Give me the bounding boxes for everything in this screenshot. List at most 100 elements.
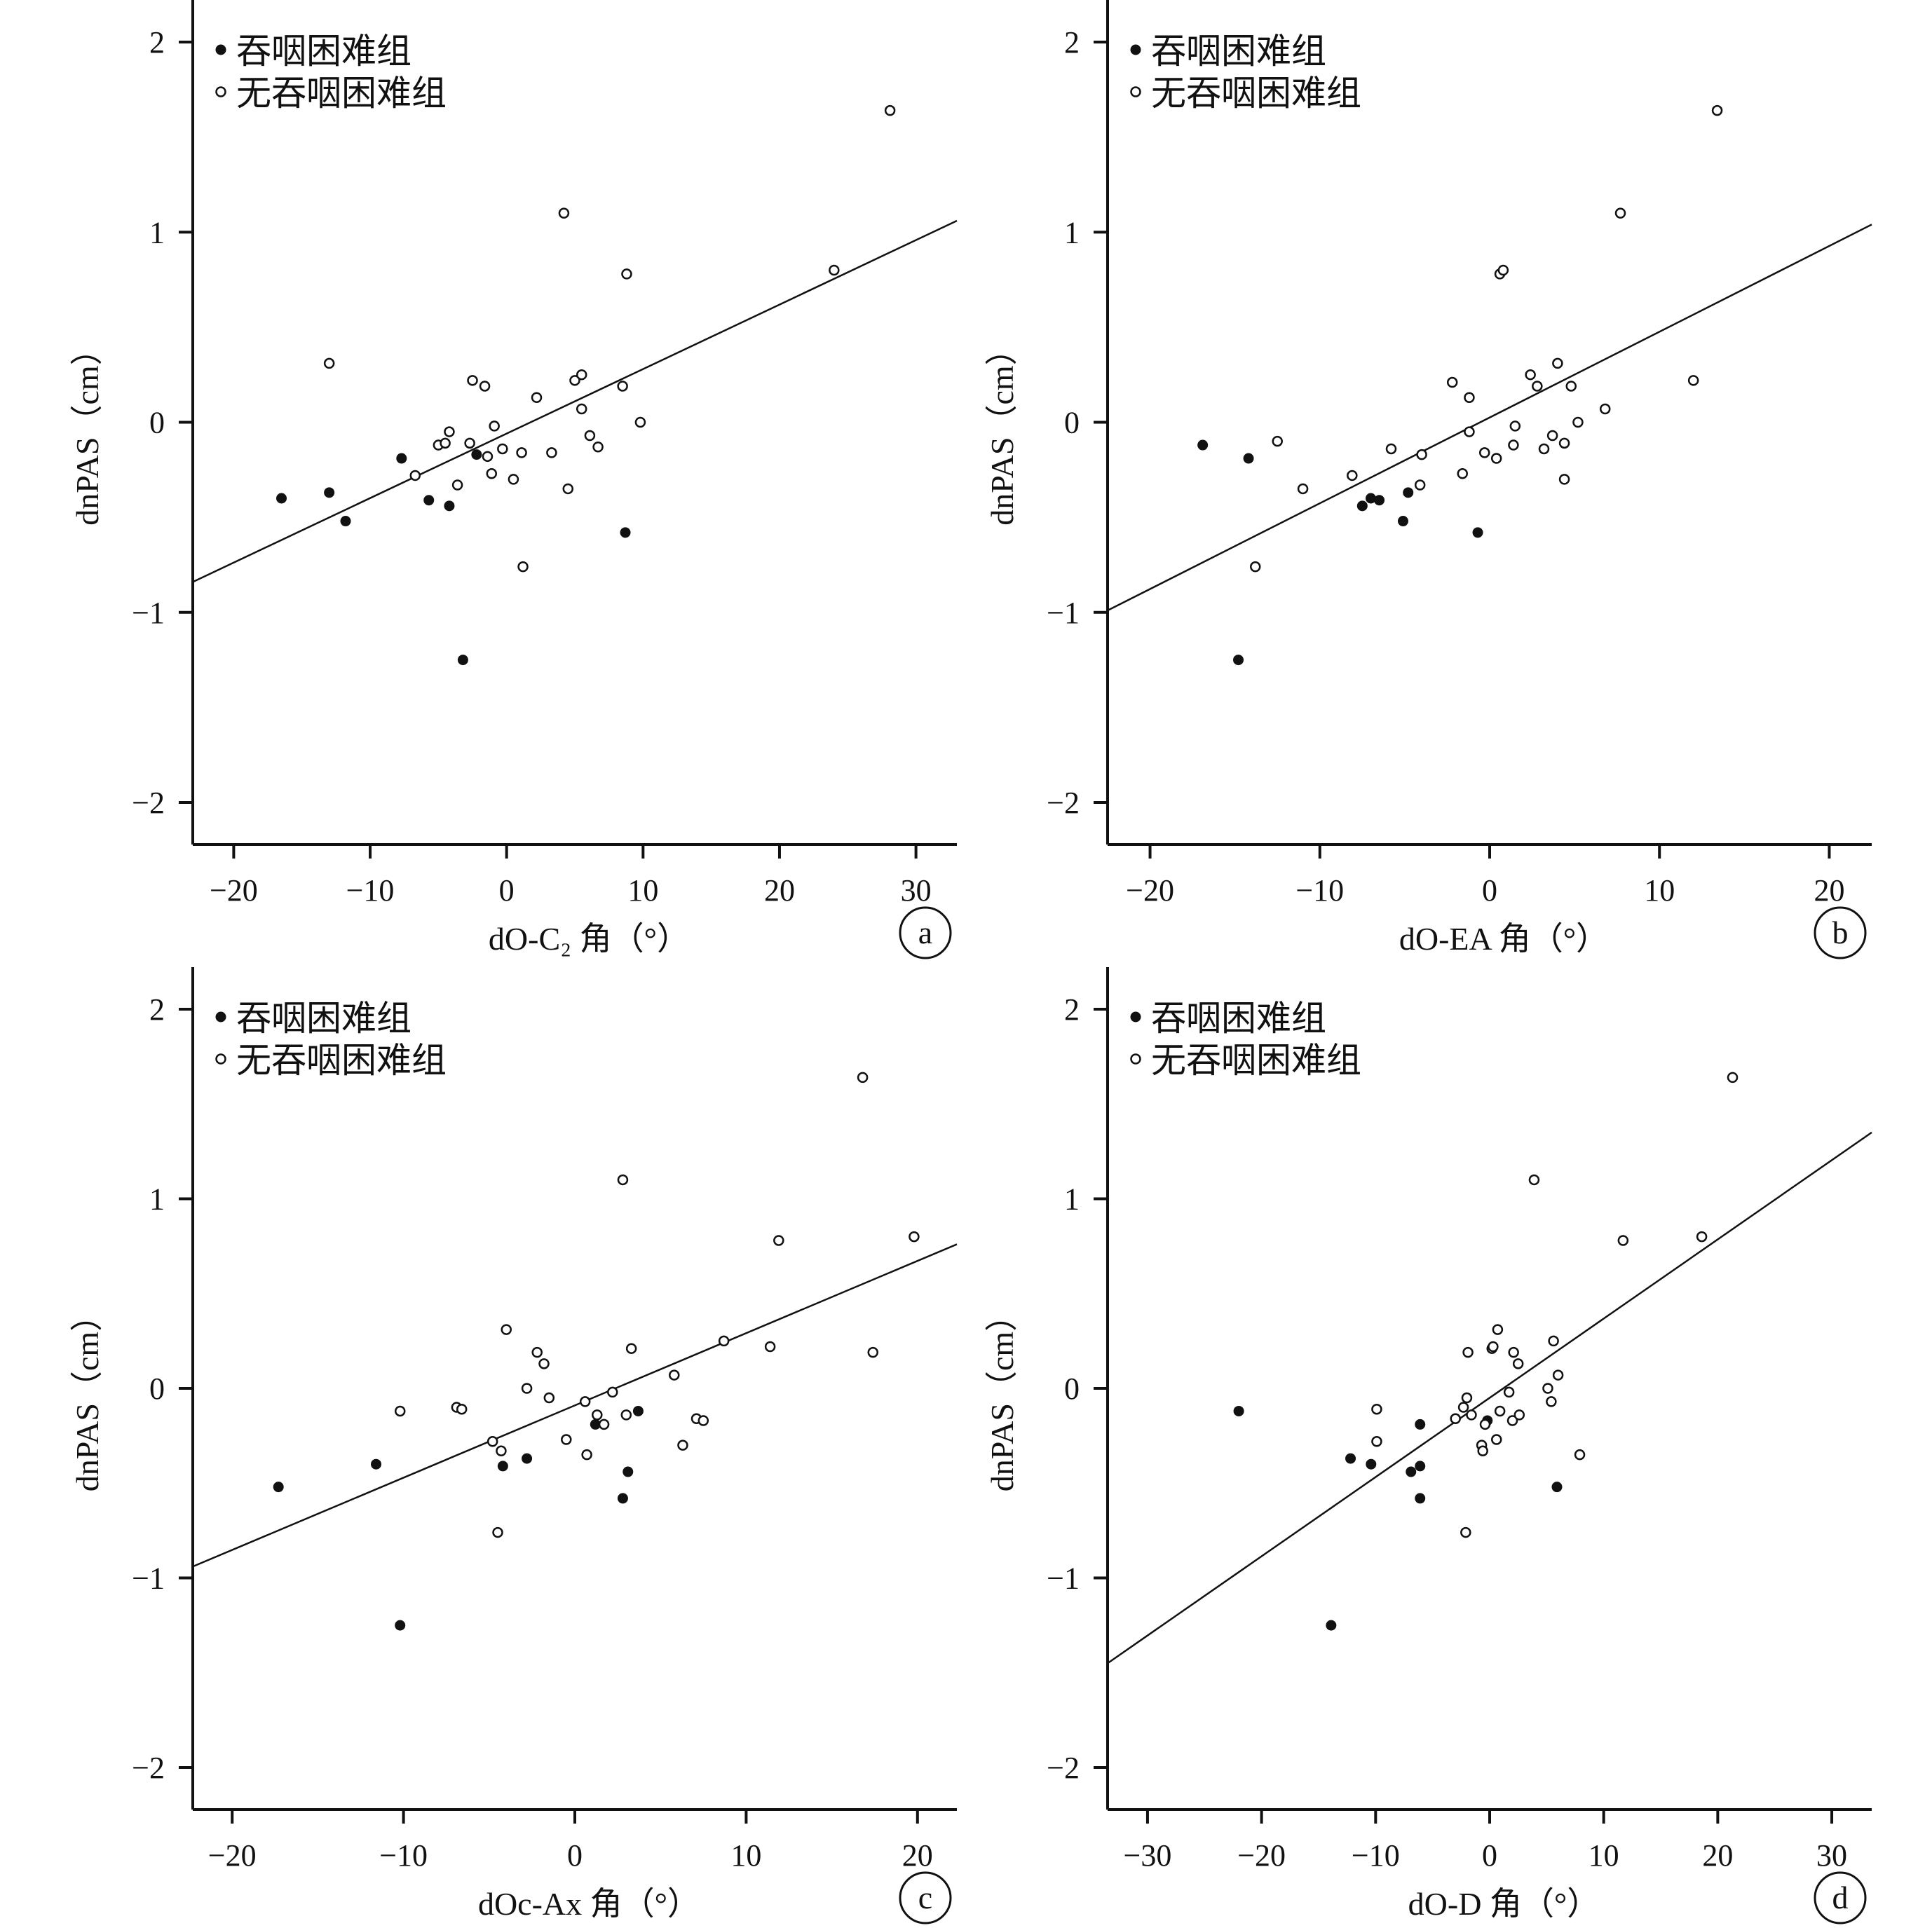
point-dysphagia bbox=[1397, 516, 1408, 527]
point-no-dysphagia bbox=[1414, 479, 1426, 491]
point-no-dysphagia bbox=[538, 1358, 550, 1369]
point-no-dysphagia bbox=[1572, 416, 1584, 428]
x-tick-label: 10 bbox=[1589, 1838, 1619, 1873]
y-tick-label: 0 bbox=[149, 1372, 165, 1406]
x-tick-label: 20 bbox=[1814, 873, 1844, 908]
legend-marker bbox=[215, 86, 226, 97]
point-no-dysphagia bbox=[497, 443, 508, 455]
point-dysphagia bbox=[371, 1458, 382, 1470]
panel-letter: a bbox=[918, 915, 932, 950]
legend-marker bbox=[215, 44, 226, 55]
legend-marker bbox=[1130, 1053, 1141, 1065]
legend-marker bbox=[1130, 44, 1141, 55]
point-no-dysphagia bbox=[857, 1072, 869, 1083]
point-no-dysphagia bbox=[1385, 443, 1397, 455]
point-no-dysphagia bbox=[1599, 403, 1611, 415]
point-no-dysphagia bbox=[1297, 483, 1309, 495]
point-no-dysphagia bbox=[884, 104, 896, 116]
point-no-dysphagia bbox=[1525, 369, 1536, 381]
legend-marker bbox=[1130, 86, 1141, 97]
point-dysphagia bbox=[1345, 1453, 1356, 1464]
point-no-dysphagia bbox=[1457, 1402, 1469, 1413]
point-no-dysphagia bbox=[508, 474, 519, 485]
x-tick-label: 20 bbox=[1702, 1838, 1733, 1873]
point-no-dysphagia bbox=[668, 1369, 680, 1381]
point-dysphagia bbox=[632, 1405, 644, 1416]
panel-letter: c bbox=[918, 1880, 932, 1915]
legend-label: 无吞咽困难组 bbox=[236, 74, 447, 113]
point-dysphagia bbox=[423, 495, 435, 506]
x-tick-label: −10 bbox=[1295, 873, 1344, 908]
point-no-dysphagia bbox=[543, 1392, 555, 1404]
point-no-dysphagia bbox=[1497, 264, 1509, 276]
point-dysphagia bbox=[1243, 453, 1254, 464]
point-dysphagia bbox=[471, 449, 482, 460]
point-no-dysphagia bbox=[1711, 104, 1723, 116]
regression-line bbox=[192, 219, 958, 583]
point-dysphagia bbox=[1356, 500, 1368, 512]
point-dysphagia bbox=[1326, 1620, 1337, 1631]
point-dysphagia bbox=[1472, 527, 1483, 538]
point-dysphagia bbox=[1197, 439, 1209, 451]
point-dysphagia bbox=[340, 516, 351, 527]
point-no-dysphagia bbox=[1528, 1174, 1540, 1186]
point-no-dysphagia bbox=[1503, 1386, 1515, 1398]
x-tick-label: 10 bbox=[730, 1838, 761, 1873]
y-tick-label: −1 bbox=[1047, 596, 1080, 630]
legend-label: 吞咽困难组 bbox=[236, 32, 411, 71]
x-tick-label: −20 bbox=[1237, 1838, 1286, 1873]
point-no-dysphagia bbox=[634, 416, 646, 428]
point-no-dysphagia bbox=[1272, 435, 1283, 447]
point-no-dysphagia bbox=[561, 1434, 572, 1445]
x-tick-label: −10 bbox=[346, 873, 395, 908]
y-tick-label: 0 bbox=[1064, 406, 1080, 440]
point-no-dysphagia bbox=[1546, 1396, 1557, 1407]
point-no-dysphagia bbox=[1371, 1404, 1382, 1415]
point-no-dysphagia bbox=[1513, 1409, 1525, 1421]
point-no-dysphagia bbox=[1546, 430, 1558, 442]
y-tick-label: 1 bbox=[149, 215, 165, 249]
point-no-dysphagia bbox=[1508, 439, 1519, 451]
point-no-dysphagia bbox=[621, 268, 632, 280]
y-tick-label: 1 bbox=[149, 1182, 165, 1217]
point-no-dysphagia bbox=[1347, 470, 1358, 481]
point-no-dysphagia bbox=[617, 1174, 629, 1186]
x-tick-label: 30 bbox=[901, 873, 932, 908]
point-no-dysphagia bbox=[1457, 467, 1468, 479]
y-tick-label: 2 bbox=[149, 25, 165, 60]
point-no-dysphagia bbox=[592, 442, 604, 453]
point-no-dysphagia bbox=[531, 1346, 543, 1358]
point-no-dysphagia bbox=[1614, 207, 1626, 219]
legend-marker bbox=[1130, 1011, 1141, 1023]
point-no-dysphagia bbox=[1617, 1235, 1629, 1246]
point-no-dysphagia bbox=[1494, 1405, 1506, 1417]
legend-label: 吞咽困难组 bbox=[1151, 32, 1326, 71]
point-no-dysphagia bbox=[579, 1396, 591, 1407]
point-dysphagia bbox=[1415, 1493, 1426, 1504]
point-no-dysphagia bbox=[1416, 449, 1427, 460]
point-no-dysphagia bbox=[598, 1418, 610, 1430]
point-no-dysphagia bbox=[607, 1386, 618, 1398]
point-no-dysphagia bbox=[592, 1409, 603, 1421]
point-dysphagia bbox=[273, 1482, 284, 1493]
y-tick-label: 1 bbox=[1064, 215, 1080, 249]
y-tick-label: 1 bbox=[1064, 1182, 1080, 1217]
x-tick-label: 0 bbox=[499, 873, 515, 908]
point-dysphagia bbox=[457, 655, 468, 666]
point-dysphagia bbox=[1551, 1482, 1563, 1493]
y-tick-label: −2 bbox=[1047, 786, 1080, 820]
point-no-dysphagia bbox=[531, 392, 543, 403]
point-no-dysphagia bbox=[558, 207, 570, 219]
point-no-dysphagia bbox=[829, 264, 840, 276]
point-no-dysphagia bbox=[1478, 447, 1490, 458]
point-no-dysphagia bbox=[487, 1435, 498, 1447]
y-tick-label: −1 bbox=[132, 1561, 165, 1596]
point-dysphagia bbox=[497, 1461, 508, 1472]
point-no-dysphagia bbox=[867, 1346, 878, 1358]
point-no-dysphagia bbox=[581, 1449, 592, 1461]
point-no-dysphagia bbox=[677, 1440, 688, 1451]
x-tick-label: 0 bbox=[1482, 1838, 1497, 1873]
regression-line bbox=[1107, 1131, 1872, 1664]
